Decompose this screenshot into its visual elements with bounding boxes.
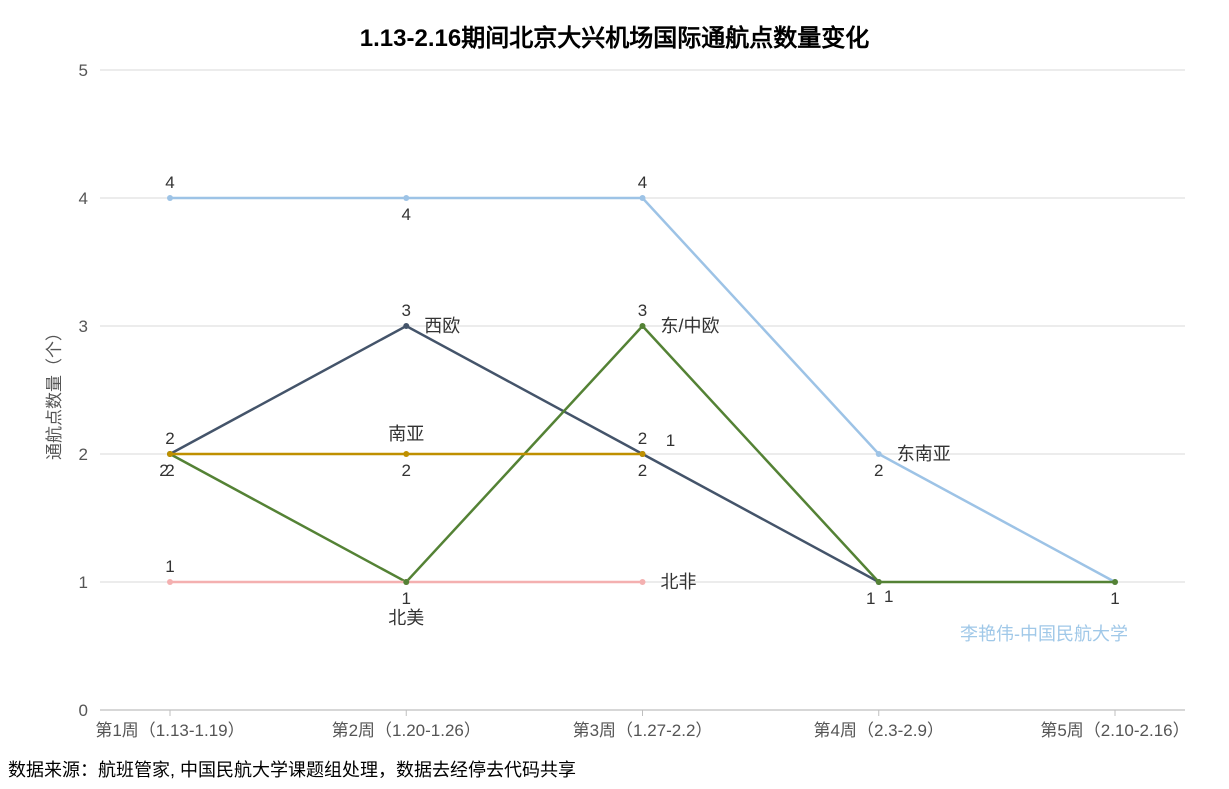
value-label: 4 [638, 173, 647, 192]
x-tick-label: 第1周（1.13-1.19） [95, 721, 244, 740]
series-marker [167, 579, 173, 585]
series-marker [640, 451, 646, 457]
value-label: 1 [884, 587, 893, 606]
series-line [170, 198, 1115, 582]
value-label: 2 [638, 461, 647, 480]
series-name-label: 南亚 [388, 424, 424, 444]
series-marker [640, 579, 646, 585]
series-marker [403, 451, 409, 457]
value-label: 2 [165, 429, 174, 448]
value-label: 4 [402, 205, 411, 224]
x-tick-label: 第4周（2.3-2.9） [814, 721, 944, 740]
series-marker [876, 451, 882, 457]
value-label: 1 [402, 589, 411, 608]
x-tick-label: 第3周（1.27-2.2） [573, 721, 713, 740]
series-name-label: 西欧 [424, 316, 460, 336]
y-tick-label: 3 [79, 317, 88, 336]
value-label: 1 [165, 557, 174, 576]
value-label: 2 [165, 461, 174, 480]
watermark-text: 李艳伟-中国民航大学 [960, 620, 1128, 646]
series-marker [640, 195, 646, 201]
series-name-label: 北美 [388, 608, 424, 628]
y-tick-label: 1 [79, 573, 88, 592]
series-marker [167, 451, 173, 457]
series-name-label: 东南亚 [897, 444, 951, 464]
value-label: 4 [165, 173, 174, 192]
chart-page: 1.13-2.16期间北京大兴机场国际通航点数量变化 012345第1周（1.1… [0, 0, 1229, 789]
value-label: 1 [666, 431, 675, 450]
x-tick-label: 第5周（2.10-2.16） [1040, 721, 1189, 740]
series-marker [167, 195, 173, 201]
value-label: 3 [402, 301, 411, 320]
y-tick-label: 4 [79, 189, 88, 208]
y-tick-label: 2 [79, 445, 88, 464]
value-label: 1 [866, 589, 875, 608]
data-source-text: 数据来源：航班管家, 中国民航大学课题组处理，数据去经停去代码共享 [8, 756, 576, 782]
series-name-label: 东/中欧 [661, 316, 720, 336]
y-tick-label: 5 [79, 61, 88, 80]
series-name-label: 北非 [661, 572, 697, 592]
y-tick-label: 0 [79, 701, 88, 720]
value-label: 2 [638, 429, 647, 448]
value-label: 2 [402, 461, 411, 480]
series-marker [1112, 579, 1118, 585]
value-label: 1 [1110, 589, 1119, 608]
x-tick-label: 第2周（1.20-1.26） [332, 721, 481, 740]
series-marker [403, 579, 409, 585]
value-label: 2 [874, 461, 883, 480]
series-marker [640, 323, 646, 329]
series-marker [876, 579, 882, 585]
value-label: 3 [638, 301, 647, 320]
line-chart-svg: 012345第1周（1.13-1.19）第2周（1.20-1.26）第3周（1.… [0, 0, 1229, 789]
y-axis-title: 通航点数量（个） [40, 324, 65, 460]
series-marker [403, 195, 409, 201]
series-marker [403, 323, 409, 329]
